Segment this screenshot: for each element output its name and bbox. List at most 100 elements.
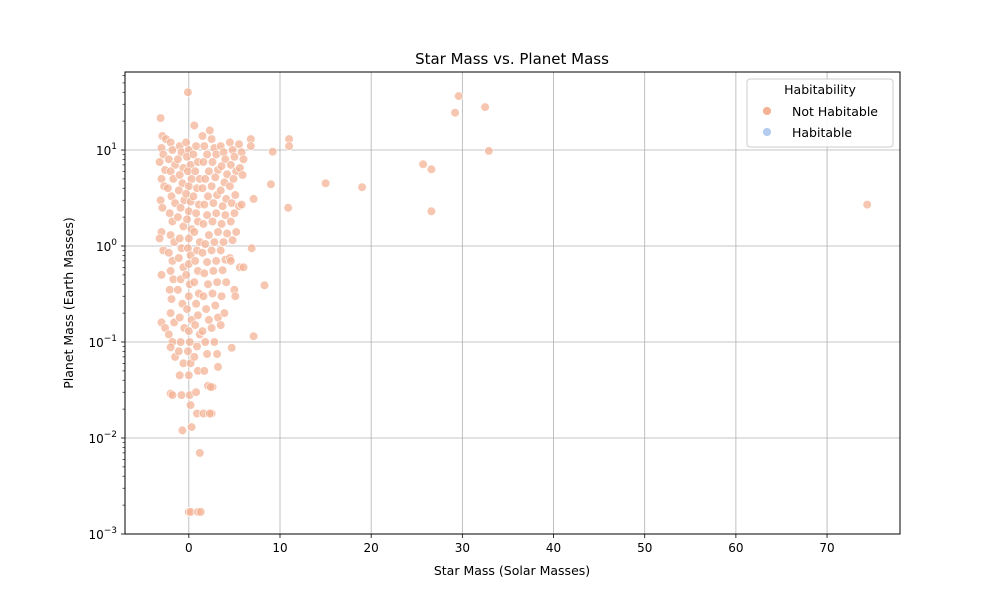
legend-marker-habitable: [762, 127, 772, 137]
data-point: [225, 181, 235, 191]
data-point: [226, 160, 236, 170]
data-point: [238, 154, 249, 164]
data-point: [191, 208, 201, 218]
data-point: [164, 154, 174, 164]
plot-frame: [124, 71, 901, 535]
data-point: [164, 329, 174, 340]
data-point: [283, 203, 293, 213]
data-point: [201, 304, 211, 314]
data-point: [210, 300, 220, 311]
data-point: [190, 320, 200, 330]
data-point: [454, 91, 464, 101]
data-point: [199, 268, 209, 278]
data-point: [227, 343, 237, 353]
data-point: [207, 216, 218, 227]
data-point: [199, 200, 209, 210]
y-tick-exponent: −1: [104, 334, 117, 344]
data-point: [237, 200, 247, 210]
data-point: [216, 320, 226, 330]
data-point: [480, 102, 490, 112]
legend-label-habitable: Habitable: [792, 125, 852, 140]
legend-marker-not-habitable: [762, 106, 772, 116]
x-axis-ticks: 0 10 20 30 40 50 60 70: [185, 534, 835, 555]
data-point: [184, 370, 194, 380]
data-point: [207, 323, 217, 333]
data-point: [209, 237, 219, 247]
x-tick-label: 50: [637, 541, 652, 555]
data-point: [190, 256, 200, 266]
data-point: [484, 146, 494, 156]
x-tick-label: 30: [455, 541, 470, 555]
data-point: [220, 210, 230, 220]
y-tick-base: 10: [88, 528, 103, 542]
y-tick-exponent: −3: [104, 526, 117, 536]
data-point: [204, 230, 214, 240]
data-point: [231, 227, 241, 237]
data-point: [225, 137, 235, 147]
y-tick-base: 10: [96, 240, 111, 254]
data-point: [155, 157, 165, 167]
data-point: [176, 203, 186, 213]
data-point: [198, 157, 208, 167]
data-point: [210, 172, 220, 182]
data-point: [217, 161, 227, 171]
data-point: [228, 174, 239, 184]
data-point: [207, 157, 218, 167]
data-point: [167, 390, 177, 400]
y-tick-base: 10: [96, 144, 111, 158]
data-point: [208, 198, 218, 208]
data-point: [238, 262, 249, 272]
data-point: [357, 182, 367, 192]
data-point: [216, 245, 226, 255]
data-point: [426, 206, 437, 216]
data-point: [218, 237, 229, 247]
chart-title: Star Mass vs. Planet Mass: [415, 50, 609, 68]
data-point: [173, 154, 183, 164]
data-point: [186, 400, 196, 410]
data-point: [200, 337, 210, 347]
y-tick-label: 10−3: [88, 526, 117, 542]
data-point: [167, 145, 177, 155]
data-point: [207, 181, 217, 191]
data-point: [163, 183, 173, 193]
data-point: [218, 201, 228, 211]
data-point: [209, 337, 219, 347]
data-point: [202, 149, 212, 159]
data-point: [207, 288, 218, 299]
data-point: [166, 137, 176, 147]
data-point: [197, 248, 208, 258]
data-point: [249, 194, 259, 204]
data-point: [183, 346, 193, 356]
data-point: [156, 113, 166, 123]
data-point: [202, 257, 212, 267]
legend-label-not-habitable: Not Habitable: [792, 104, 878, 119]
data-point: [189, 120, 199, 131]
data-point: [234, 139, 244, 149]
data-point: [196, 507, 206, 517]
data-point: [184, 233, 194, 243]
data-point: [155, 233, 165, 243]
legend: Habitability Not Habitable Habitable: [746, 78, 894, 148]
data-point: [284, 141, 294, 151]
data-point: [191, 387, 201, 397]
data-point: [166, 294, 177, 304]
data-point: [212, 277, 222, 287]
data-point: [208, 266, 218, 276]
data-point: [198, 291, 208, 301]
data-point: [173, 212, 183, 222]
data-point: [165, 208, 175, 218]
data-point: [202, 210, 212, 220]
x-tick-label: 20: [364, 541, 379, 555]
data-point: [191, 299, 201, 309]
data-point: [184, 181, 194, 191]
y-tick-label: 101: [96, 142, 117, 158]
data-point: [156, 270, 167, 280]
data-point: [198, 219, 208, 229]
x-tick-label: 60: [728, 541, 743, 555]
data-point: [218, 265, 228, 275]
data-point: [222, 169, 232, 179]
data-point: [187, 422, 197, 432]
data-point: [249, 331, 259, 341]
data-point: [184, 291, 194, 301]
data-point: [166, 166, 176, 176]
